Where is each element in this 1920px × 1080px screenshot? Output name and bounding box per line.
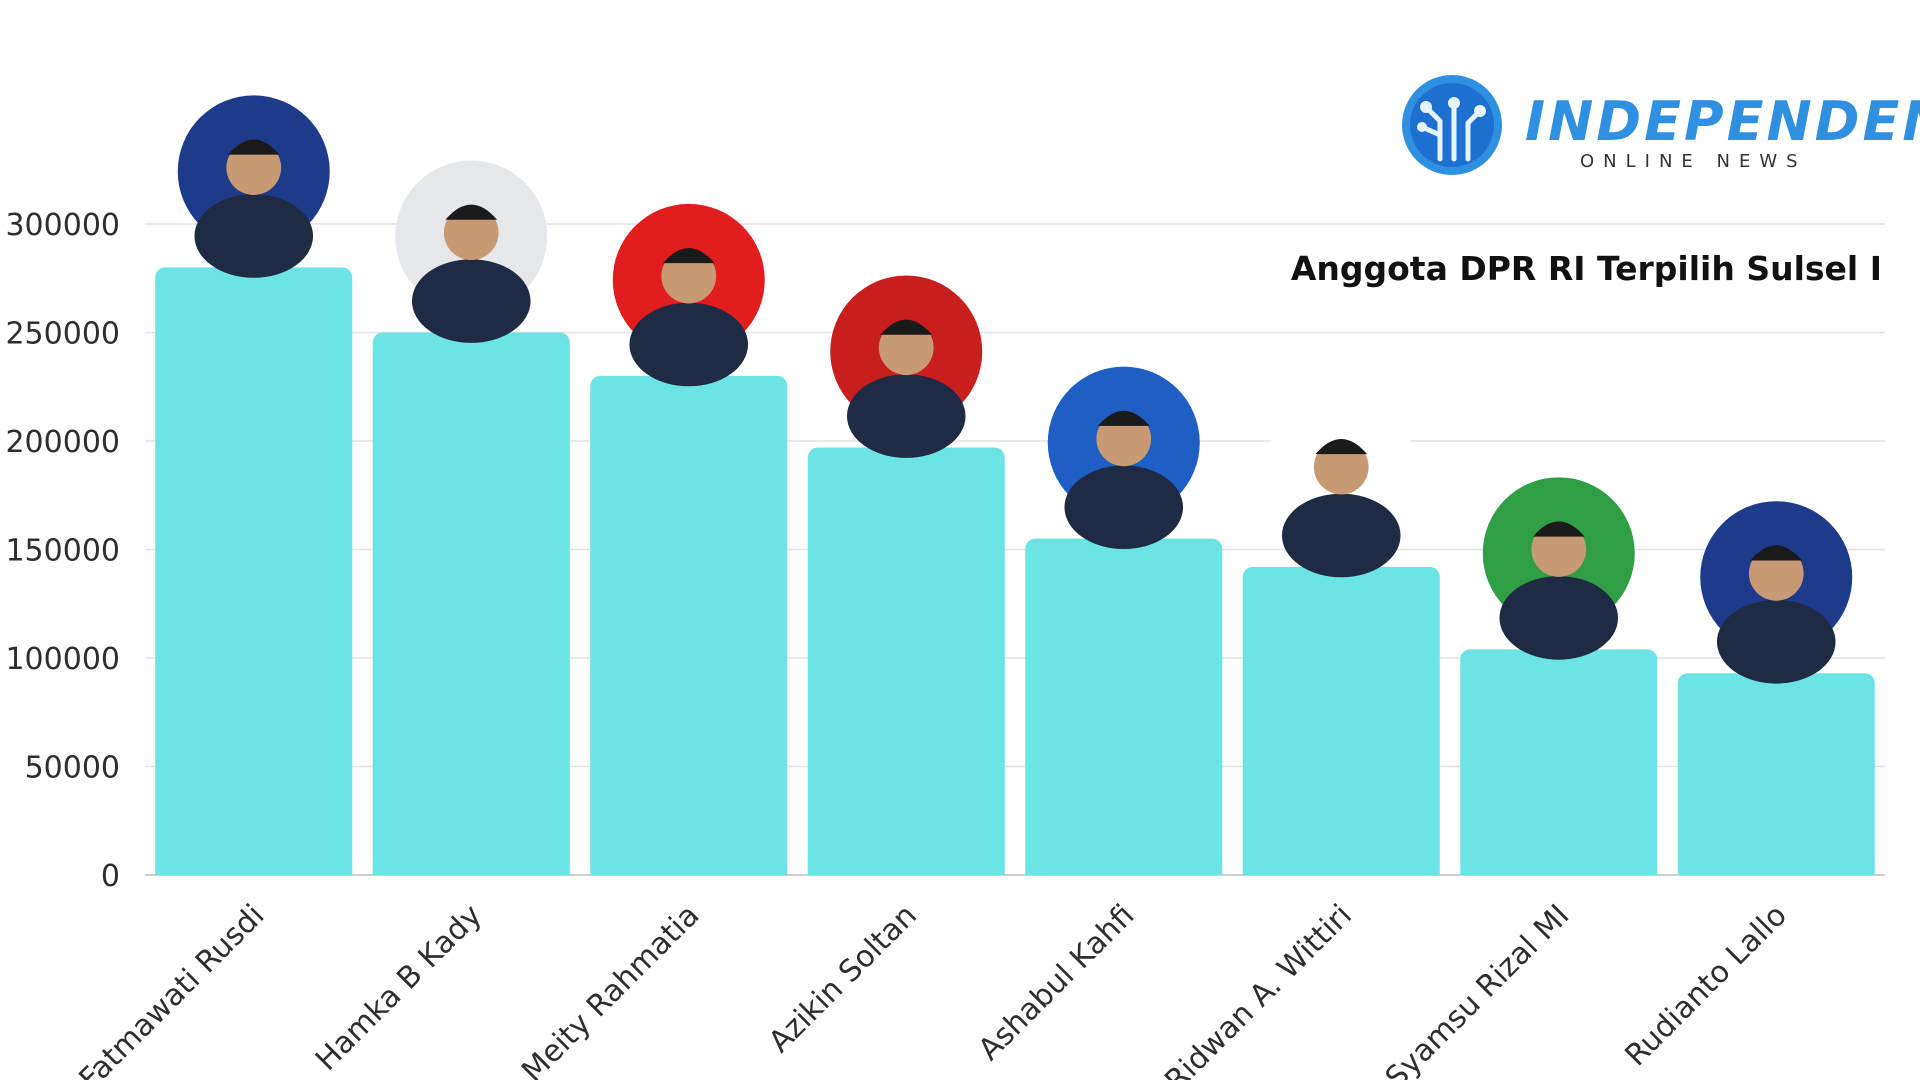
- portrait-body: [1716, 599, 1836, 684]
- portrait-hair: [1532, 521, 1585, 537]
- x-tick-label: Syamsu Rizal MI: [1379, 898, 1577, 1080]
- x-tick-label: Ridwan A. Wittiri: [1158, 898, 1359, 1080]
- bars: [155, 267, 1875, 875]
- candidate-portrait: [830, 275, 983, 458]
- portrait-body: [1499, 576, 1619, 660]
- bar-base: [1677, 863, 1875, 875]
- bar-base: [807, 863, 1005, 875]
- portrait-hair: [1750, 545, 1803, 561]
- x-tick-label: Hamka B Kady: [309, 898, 489, 1078]
- bar-base: [590, 863, 788, 875]
- bar-base: [1460, 863, 1658, 875]
- portrait-body: [411, 259, 531, 343]
- candidate-portrait: [612, 203, 765, 387]
- x-axis-labels: Fatmawati Rusdi Hamka B Kady Meity Rahmati…: [72, 898, 1793, 1080]
- portrait-body: [629, 302, 749, 387]
- y-tick-label: 250000: [5, 317, 120, 352]
- bar: [1677, 673, 1875, 875]
- candidate-portrait: [395, 160, 548, 343]
- portrait-hair: [880, 319, 933, 335]
- portrait-hair: [1097, 410, 1150, 426]
- y-tick-label: 50000: [25, 751, 120, 786]
- y-tick-label: 100000: [5, 642, 120, 677]
- y-axis-ticks: 0 50000 100000 150000 200000 250000 300000: [5, 208, 120, 894]
- x-tick-label: Ashabul Kahfi: [972, 898, 1142, 1068]
- portrait-body: [194, 194, 314, 278]
- candidate-portrait: [177, 95, 330, 278]
- brand-name: INDEPENDEN: [1525, 90, 1920, 153]
- bar: [1025, 538, 1223, 875]
- x-tick-label: Azikin Soltan: [762, 898, 924, 1060]
- bar: [372, 332, 570, 875]
- portrait-hair: [445, 204, 498, 220]
- brand-tagline: ONLINE NEWS: [1580, 151, 1807, 172]
- x-tick-label: Fatmawati Rusdi: [72, 898, 271, 1080]
- candidate-portrait: [1047, 366, 1200, 550]
- portrait-body: [1281, 493, 1401, 578]
- candidate-portrait: [1700, 501, 1853, 684]
- portrait-body: [846, 374, 966, 458]
- y-tick-label: 150000: [5, 534, 120, 569]
- bar: [1242, 566, 1440, 875]
- portrait-hair: [662, 247, 715, 264]
- bar-base: [1242, 863, 1440, 875]
- bar-base: [155, 863, 353, 875]
- portrait-hair: [227, 139, 280, 155]
- portraits: [177, 95, 1853, 684]
- bar-base: [372, 863, 570, 875]
- bar-base: [1025, 863, 1223, 875]
- y-tick-label: 0: [101, 859, 120, 894]
- bar: [155, 267, 353, 875]
- brand-logo: INDEPENDEN ONLINE NEWS: [1402, 75, 1920, 175]
- bar: [1460, 649, 1658, 875]
- chart-title: Anggota DPR RI Terpilih Sulsel I: [1291, 249, 1882, 288]
- y-tick-label: 200000: [5, 425, 120, 460]
- x-tick-label: Meity Rahmatia: [515, 898, 706, 1080]
- candidate-portrait: [1482, 477, 1635, 660]
- circuit-tree-icon: [1402, 75, 1502, 175]
- bar: [590, 375, 788, 875]
- bar: [807, 447, 1005, 875]
- x-tick-label: Rudianto Lallo: [1619, 898, 1794, 1073]
- portrait-body: [1064, 465, 1184, 550]
- portrait-hair: [1315, 438, 1368, 455]
- candidate-portrait: [1265, 394, 1418, 578]
- y-tick-label: 300000: [5, 208, 120, 243]
